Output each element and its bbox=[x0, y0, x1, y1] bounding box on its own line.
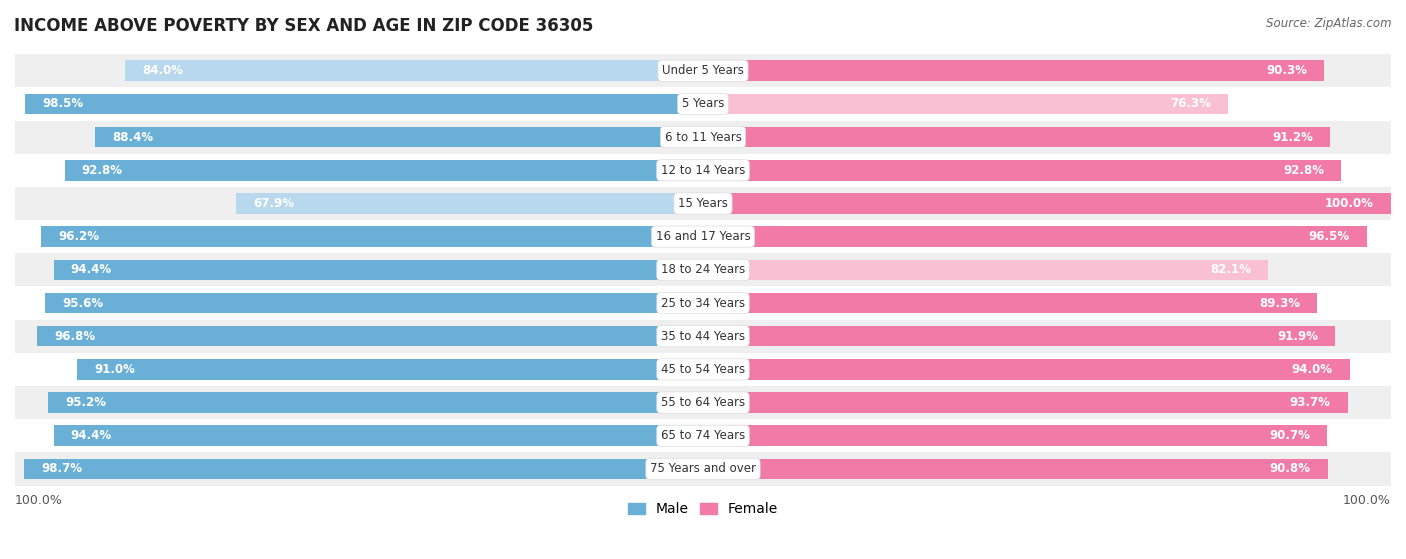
Bar bbox=[703, 392, 1348, 413]
Bar bbox=[703, 193, 1391, 214]
Text: Source: ZipAtlas.com: Source: ZipAtlas.com bbox=[1267, 17, 1392, 30]
Bar bbox=[125, 60, 703, 81]
Bar bbox=[703, 259, 1268, 280]
Text: 95.2%: 95.2% bbox=[65, 396, 107, 409]
Text: 94.4%: 94.4% bbox=[70, 429, 112, 442]
Text: 75 Years and over: 75 Years and over bbox=[650, 462, 756, 476]
Bar bbox=[15, 419, 1391, 452]
Text: 100.0%: 100.0% bbox=[1343, 494, 1391, 507]
Text: 16 and 17 Years: 16 and 17 Years bbox=[655, 230, 751, 243]
Text: 93.7%: 93.7% bbox=[1289, 396, 1330, 409]
Text: 65 to 74 Years: 65 to 74 Years bbox=[661, 429, 745, 442]
Bar bbox=[15, 54, 1391, 87]
Bar bbox=[15, 386, 1391, 419]
Text: 91.0%: 91.0% bbox=[94, 363, 135, 376]
Text: 5 Years: 5 Years bbox=[682, 97, 724, 111]
Text: 92.8%: 92.8% bbox=[1284, 164, 1324, 177]
Bar bbox=[94, 127, 703, 148]
Text: Under 5 Years: Under 5 Years bbox=[662, 64, 744, 77]
Text: 12 to 14 Years: 12 to 14 Years bbox=[661, 164, 745, 177]
Text: 45 to 54 Years: 45 to 54 Years bbox=[661, 363, 745, 376]
Text: 95.6%: 95.6% bbox=[62, 296, 104, 310]
Bar bbox=[15, 121, 1391, 154]
Bar bbox=[703, 293, 1317, 313]
Bar bbox=[15, 187, 1391, 220]
Legend: Male, Female: Male, Female bbox=[623, 496, 783, 522]
Text: 100.0%: 100.0% bbox=[1324, 197, 1374, 210]
Text: INCOME ABOVE POVERTY BY SEX AND AGE IN ZIP CODE 36305: INCOME ABOVE POVERTY BY SEX AND AGE IN Z… bbox=[14, 17, 593, 35]
Text: 84.0%: 84.0% bbox=[142, 64, 183, 77]
Text: 55 to 64 Years: 55 to 64 Years bbox=[661, 396, 745, 409]
Text: 96.2%: 96.2% bbox=[58, 230, 100, 243]
Bar bbox=[25, 93, 703, 114]
Bar bbox=[703, 93, 1227, 114]
Bar bbox=[15, 320, 1391, 353]
Text: 96.5%: 96.5% bbox=[1309, 230, 1350, 243]
Bar bbox=[703, 425, 1327, 446]
Bar bbox=[15, 220, 1391, 253]
Bar bbox=[703, 60, 1324, 81]
Bar bbox=[45, 293, 703, 313]
Text: 6 to 11 Years: 6 to 11 Years bbox=[665, 131, 741, 144]
Bar bbox=[15, 452, 1391, 486]
Text: 98.7%: 98.7% bbox=[41, 462, 82, 476]
Bar bbox=[703, 359, 1350, 380]
Bar bbox=[65, 160, 703, 181]
Bar bbox=[703, 127, 1330, 148]
Bar bbox=[703, 326, 1336, 347]
Text: 89.3%: 89.3% bbox=[1260, 296, 1301, 310]
Bar bbox=[703, 459, 1327, 479]
Bar bbox=[37, 326, 703, 347]
Text: 92.8%: 92.8% bbox=[82, 164, 122, 177]
Text: 35 to 44 Years: 35 to 44 Years bbox=[661, 330, 745, 343]
Bar bbox=[53, 425, 703, 446]
Text: 25 to 34 Years: 25 to 34 Years bbox=[661, 296, 745, 310]
Text: 96.8%: 96.8% bbox=[55, 330, 96, 343]
Text: 15 Years: 15 Years bbox=[678, 197, 728, 210]
Text: 98.5%: 98.5% bbox=[42, 97, 83, 111]
Bar bbox=[15, 87, 1391, 121]
Text: 90.8%: 90.8% bbox=[1270, 462, 1310, 476]
Bar bbox=[48, 392, 703, 413]
Bar bbox=[41, 226, 703, 247]
Bar bbox=[236, 193, 703, 214]
Bar bbox=[53, 259, 703, 280]
Bar bbox=[15, 286, 1391, 320]
Text: 94.0%: 94.0% bbox=[1292, 363, 1333, 376]
Text: 94.4%: 94.4% bbox=[70, 263, 112, 276]
Text: 67.9%: 67.9% bbox=[253, 197, 294, 210]
Text: 100.0%: 100.0% bbox=[15, 494, 63, 507]
Bar bbox=[77, 359, 703, 380]
Bar bbox=[703, 226, 1367, 247]
Text: 18 to 24 Years: 18 to 24 Years bbox=[661, 263, 745, 276]
Text: 76.3%: 76.3% bbox=[1170, 97, 1211, 111]
Bar bbox=[24, 459, 703, 479]
Text: 82.1%: 82.1% bbox=[1209, 263, 1251, 276]
Text: 91.9%: 91.9% bbox=[1277, 330, 1317, 343]
Text: 91.2%: 91.2% bbox=[1272, 131, 1313, 144]
Bar bbox=[15, 154, 1391, 187]
Bar bbox=[15, 353, 1391, 386]
Text: 88.4%: 88.4% bbox=[112, 131, 153, 144]
Text: 90.3%: 90.3% bbox=[1267, 64, 1308, 77]
Bar bbox=[703, 160, 1341, 181]
Text: 90.7%: 90.7% bbox=[1270, 429, 1310, 442]
Bar bbox=[15, 253, 1391, 286]
